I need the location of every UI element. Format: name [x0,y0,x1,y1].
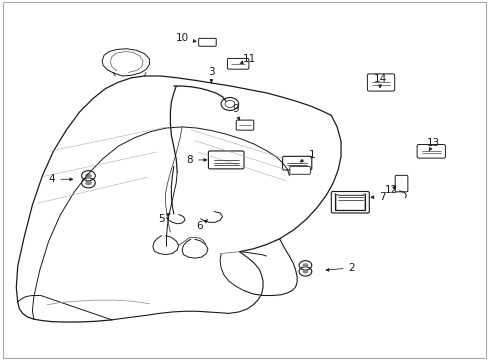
Circle shape [302,263,308,267]
Text: 1: 1 [300,150,314,162]
Circle shape [85,173,92,178]
Text: 4: 4 [48,174,73,184]
Text: 12: 12 [385,185,398,195]
FancyBboxPatch shape [330,192,368,213]
Text: 5: 5 [158,213,170,224]
Circle shape [302,269,308,274]
Text: 3: 3 [207,67,214,83]
Circle shape [85,180,92,185]
FancyBboxPatch shape [282,156,311,170]
Text: 14: 14 [373,74,386,88]
Text: 8: 8 [186,155,206,165]
FancyBboxPatch shape [236,120,253,130]
FancyBboxPatch shape [416,144,445,158]
Text: 2: 2 [325,263,354,273]
Text: 10: 10 [175,33,196,43]
FancyBboxPatch shape [394,175,407,192]
Text: 11: 11 [240,54,256,64]
FancyBboxPatch shape [366,74,394,91]
FancyBboxPatch shape [335,195,364,210]
FancyBboxPatch shape [198,39,216,46]
FancyBboxPatch shape [208,151,244,169]
Text: 13: 13 [426,139,439,151]
Text: 7: 7 [370,192,385,202]
Text: 6: 6 [196,220,207,231]
FancyBboxPatch shape [227,58,248,69]
Text: 9: 9 [232,104,239,120]
FancyBboxPatch shape [289,166,310,174]
